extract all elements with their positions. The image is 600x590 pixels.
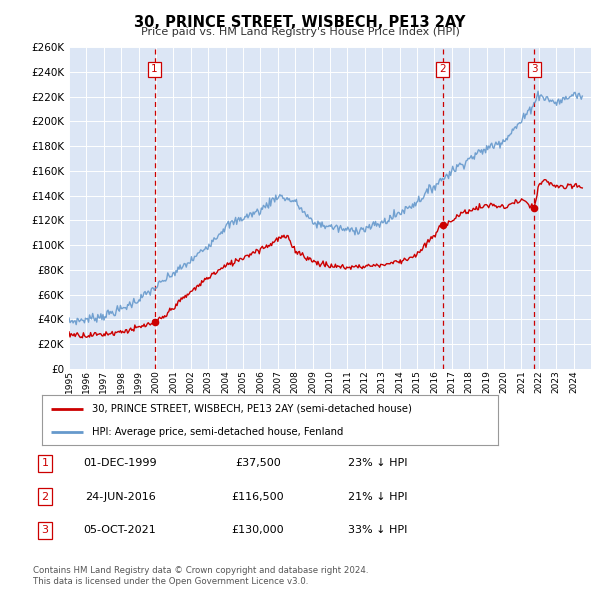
Text: Contains HM Land Registry data © Crown copyright and database right 2024.: Contains HM Land Registry data © Crown c… [33, 566, 368, 575]
Text: 2: 2 [439, 64, 446, 74]
Text: 30, PRINCE STREET, WISBECH, PE13 2AY (semi-detached house): 30, PRINCE STREET, WISBECH, PE13 2AY (se… [92, 404, 412, 414]
Text: HPI: Average price, semi-detached house, Fenland: HPI: Average price, semi-detached house,… [92, 427, 344, 437]
Text: 01-DEC-1999: 01-DEC-1999 [83, 458, 157, 468]
Text: 24-JUN-2016: 24-JUN-2016 [85, 492, 155, 502]
Text: 23% ↓ HPI: 23% ↓ HPI [348, 458, 408, 468]
Text: Price paid vs. HM Land Registry's House Price Index (HPI): Price paid vs. HM Land Registry's House … [140, 27, 460, 37]
Text: 21% ↓ HPI: 21% ↓ HPI [348, 492, 408, 502]
Text: 2: 2 [41, 492, 49, 502]
Text: This data is licensed under the Open Government Licence v3.0.: This data is licensed under the Open Gov… [33, 576, 308, 586]
Text: 3: 3 [531, 64, 538, 74]
Text: £130,000: £130,000 [232, 526, 284, 535]
Text: 33% ↓ HPI: 33% ↓ HPI [349, 526, 407, 535]
Text: 3: 3 [41, 526, 49, 535]
Text: 1: 1 [151, 64, 158, 74]
Text: £37,500: £37,500 [235, 458, 281, 468]
Text: 05-OCT-2021: 05-OCT-2021 [83, 526, 157, 535]
Text: 30, PRINCE STREET, WISBECH, PE13 2AY: 30, PRINCE STREET, WISBECH, PE13 2AY [134, 15, 466, 30]
Text: £116,500: £116,500 [232, 492, 284, 502]
Text: 1: 1 [41, 458, 49, 468]
